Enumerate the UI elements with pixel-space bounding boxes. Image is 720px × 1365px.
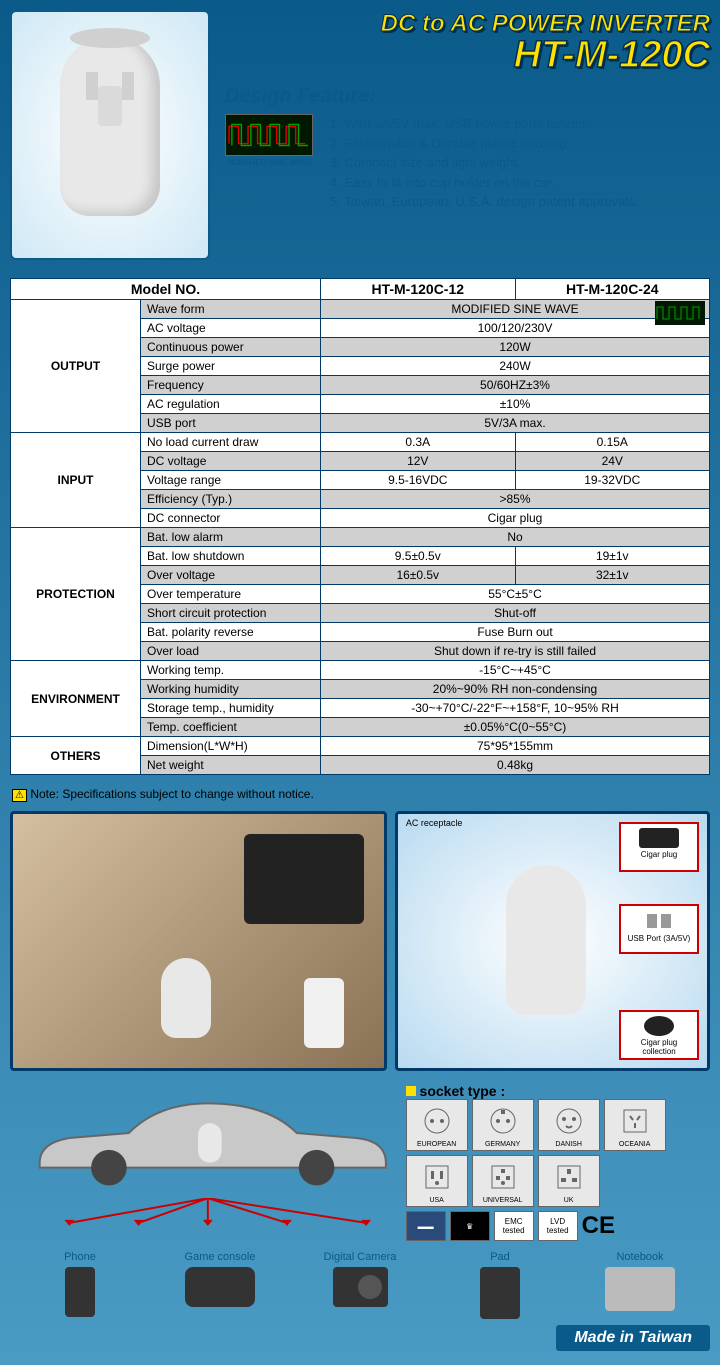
cigar-collection-callout: Cigar plug collection — [619, 1010, 699, 1060]
socket-heading: socket type : — [406, 1083, 710, 1099]
sine-wave-icon — [655, 301, 705, 325]
usage-photo — [10, 811, 387, 1071]
feature-item: 5. Taiwan, European, U.S.A. design paten… — [330, 192, 710, 212]
product-image — [10, 10, 210, 260]
device-pad: Pad — [445, 1251, 555, 1319]
cat-others: OTHERS — [11, 737, 141, 775]
socket-european: EUROPEAN — [406, 1099, 468, 1151]
feature-list: 1. With 3A/5V max. USB power ports funct… — [315, 114, 710, 212]
devices-row: Phone Game console Digital Camera Pad No… — [0, 1247, 720, 1319]
warning-icon: ⚠ — [12, 789, 27, 802]
socket-germany: GERMANY — [472, 1099, 534, 1151]
socket-usa: USA — [406, 1155, 468, 1207]
feature-diagram: AC receptacle Cigar plug USB Port (3A/5V… — [395, 811, 710, 1071]
usb-port-callout: USB Port (3A/5V) — [619, 904, 699, 954]
cat-environment: ENVIRONMENT — [11, 661, 141, 737]
cat-output: OUTPUT — [11, 300, 141, 433]
socket-grid: EUROPEAN GERMANY DANISH OCEANIA USA UNIV… — [406, 1099, 710, 1207]
car-silhouette — [10, 1083, 406, 1241]
socket-oceania: OCEANIA — [604, 1099, 666, 1151]
device-phone: Phone — [25, 1251, 135, 1319]
feature-item: 3. Compact size and light weight. — [330, 153, 710, 173]
device-camera: Digital Camera — [305, 1251, 415, 1319]
socket-universal: UNIVERSAL — [472, 1155, 534, 1207]
cat-protection: PROTECTION — [11, 528, 141, 661]
feature-item: 2. Fashionable & Durable plastic housing… — [330, 134, 710, 154]
device-console: Game console — [165, 1251, 275, 1319]
cigar-plug-callout: Cigar plug — [619, 822, 699, 872]
cert-badge: ▬▬ — [406, 1211, 446, 1241]
cert-row: ▬▬ ♛ EMC tested LVD tested CE — [406, 1211, 710, 1241]
device-notebook: Notebook — [585, 1251, 695, 1319]
lvd-badge: LVD tested — [538, 1211, 578, 1241]
cat-input: INPUT — [11, 433, 141, 528]
design-feature-heading: Design Feature: — [225, 85, 710, 108]
made-in-badge: Made in Taiwan — [556, 1325, 710, 1351]
model-b: HT-M-120C-24 — [515, 279, 710, 300]
sine-wave-icon — [225, 114, 313, 156]
wave-caption: MODIFIED SINE WAVE — [225, 158, 315, 167]
spec-table: Model NO. HT-M-120C-12 HT-M-120C-24 OUTP… — [10, 278, 710, 775]
feature-item: 1. With 3A/5V max. USB power ports funct… — [330, 114, 710, 134]
feature-item: 4. Easy to fit into cup holder on the ca… — [330, 173, 710, 193]
socket-uk: UK — [538, 1155, 600, 1207]
model-a: HT-M-120C-12 — [321, 279, 516, 300]
emc-badge: EMC tested — [494, 1211, 534, 1241]
ac-receptacle-label: AC receptacle — [406, 818, 463, 828]
ukas-badge: ♛ — [450, 1211, 490, 1241]
model-label: Model NO. — [11, 279, 321, 300]
note-text: ⚠ Note: Specifications subject to change… — [0, 783, 720, 805]
socket-danish: DANISH — [538, 1099, 600, 1151]
title-model: HT-M-120C — [225, 34, 710, 77]
ce-mark: CE — [582, 1212, 615, 1240]
